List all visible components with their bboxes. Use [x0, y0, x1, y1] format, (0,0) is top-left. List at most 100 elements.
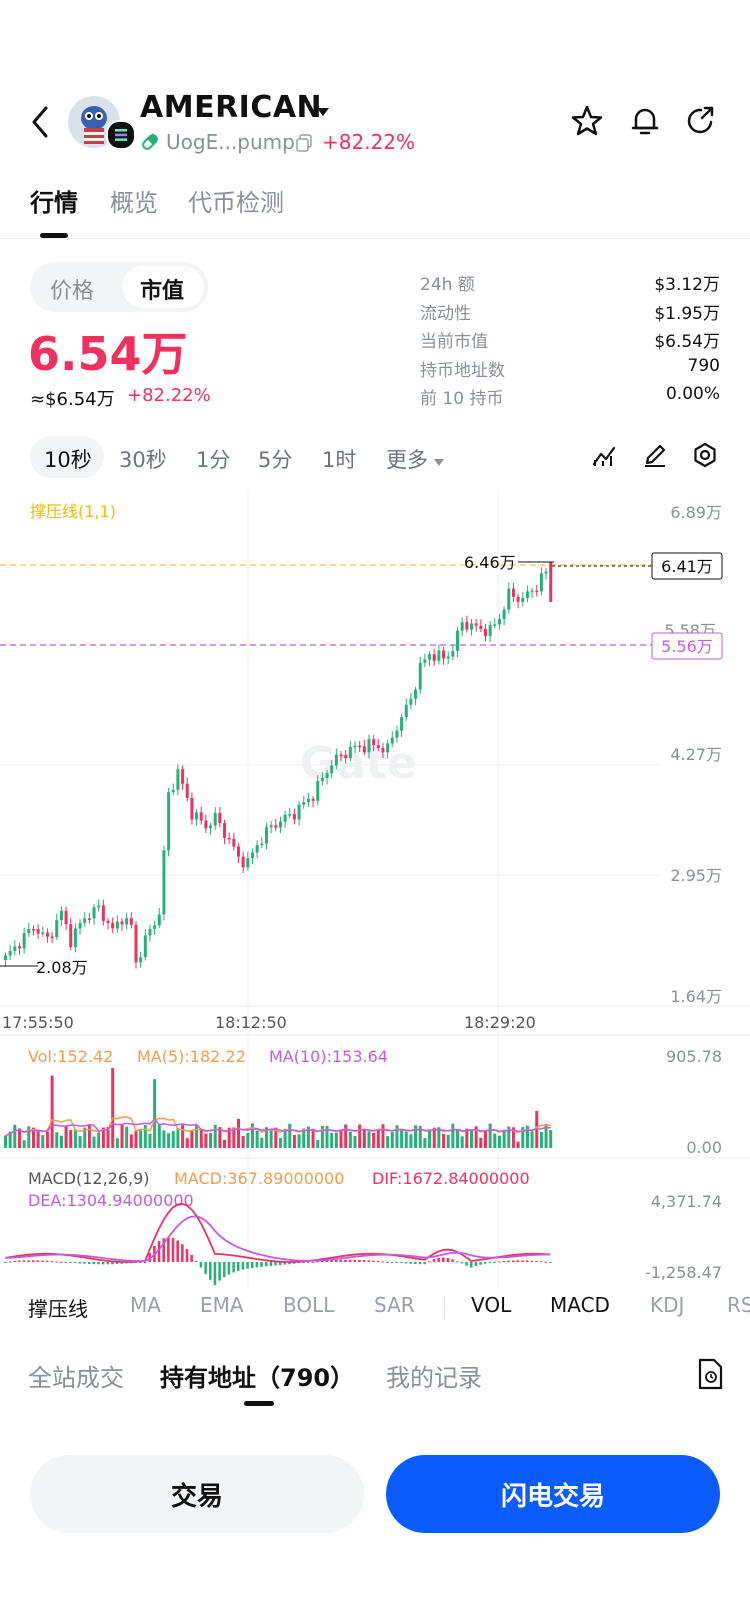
back-icon[interactable] [26, 104, 56, 140]
indicator-ma[interactable]: MA [130, 1293, 161, 1317]
candle-body [250, 852, 254, 859]
candle-body [255, 845, 259, 853]
indicator-boll[interactable]: BOLL [283, 1293, 335, 1317]
holders-tab-indicator [244, 1401, 274, 1406]
flash-trade-button[interactable]: 闪电交易 [386, 1455, 720, 1533]
volume-bar [83, 1127, 87, 1148]
tab-my-records[interactable]: 我的记录 [386, 1364, 482, 1392]
macd-bar [36, 1260, 40, 1262]
trade-button[interactable]: 交易 [30, 1455, 364, 1533]
dropdown-caret-icon[interactable] [316, 102, 330, 121]
candle-body [264, 827, 268, 844]
macd-bar [218, 1262, 221, 1281]
volume-bar [241, 1135, 245, 1148]
macd-bar [446, 1258, 450, 1262]
volume-bar [451, 1123, 455, 1148]
volume-bar [232, 1127, 236, 1148]
timeframe-10s[interactable]: 10秒 [44, 448, 92, 472]
macd-bar [223, 1262, 226, 1278]
volume-bar [423, 1138, 427, 1148]
candle-body [167, 792, 171, 851]
bell-icon[interactable] [628, 104, 662, 142]
macd-bar [143, 1261, 147, 1263]
candle-body [390, 737, 394, 744]
trade-button-label: 交易 [170, 1481, 223, 1512]
indicator-kdj[interactable]: KDJ [650, 1293, 685, 1317]
volume-bar [223, 1139, 227, 1148]
candle-body [115, 921, 119, 929]
candle-body [97, 905, 101, 908]
share-icon[interactable] [684, 104, 718, 142]
vol-ma5-legend: MA(5):182.22 [137, 1047, 246, 1066]
volume-bar [483, 1130, 487, 1148]
candle-body [549, 562, 553, 602]
macd-bar [148, 1252, 151, 1262]
macd-bar [17, 1260, 21, 1262]
candle-body [190, 797, 194, 820]
macd-bar [516, 1260, 520, 1262]
volume-bar [176, 1128, 180, 1148]
token-name[interactable]: AMERICAN [140, 90, 323, 125]
candle-body [87, 918, 91, 920]
timeframe-5m[interactable]: 5分 [258, 448, 293, 472]
macd-bar [274, 1262, 277, 1266]
volume-bar [325, 1125, 329, 1148]
macd-bar [432, 1259, 436, 1262]
timeframe-30s[interactable]: 30秒 [119, 448, 167, 472]
copy-icon[interactable] [296, 134, 312, 156]
tab-all-trades[interactable]: 全站成交 [28, 1364, 124, 1392]
candle-body [27, 929, 31, 934]
timeframe-1h[interactable]: 1时 [322, 448, 357, 472]
more-caret-icon[interactable] [434, 452, 444, 471]
candle-body [13, 946, 17, 952]
draw-pen-icon[interactable] [642, 442, 668, 472]
indicator-vol[interactable]: VOL [471, 1293, 512, 1317]
tab-token-check[interactable]: 代币检测 [188, 189, 284, 217]
candle-body [45, 932, 49, 937]
candle-body [409, 698, 413, 705]
timeframe-1m[interactable]: 1分 [196, 448, 231, 472]
tab-holders[interactable]: 持有地址（790） [160, 1364, 355, 1392]
timeframe-10s-active[interactable] [30, 436, 104, 478]
volume-bar [143, 1125, 147, 1148]
volume-bar [115, 1138, 119, 1148]
macd-bar [260, 1262, 263, 1267]
star-icon[interactable] [570, 104, 604, 142]
volume-bar [292, 1134, 296, 1148]
tab-overview[interactable]: 概览 [110, 189, 158, 217]
indicator-macd[interactable]: MACD [550, 1293, 610, 1317]
kline-chart[interactable]: Gate 撑压线(1,1) 6.89万 5.58万 4.27万 2.95万 1.… [0, 490, 750, 1290]
stats-panel: 24h 额 $3.12万 流动性 $1.95万 当前市值 $6.54万 持币地址数 79… [420, 270, 720, 413]
macd-bar [418, 1262, 422, 1265]
toggle-mcap[interactable]: 市值 [140, 279, 185, 304]
indicator-rsi[interactable]: RS [727, 1293, 750, 1317]
indicator-toggle-icon[interactable] [592, 444, 618, 472]
divider [0, 238, 750, 239]
volume-bar [428, 1129, 432, 1148]
timeframe-more[interactable]: 更多 [386, 448, 428, 472]
record-file-icon[interactable] [696, 1358, 724, 1394]
macd-bar [176, 1240, 179, 1262]
settings-icon[interactable] [692, 442, 718, 472]
candle-body [195, 812, 199, 820]
macd-bar [479, 1262, 482, 1265]
indicator-sar[interactable]: SAR [374, 1293, 415, 1317]
macd-bar [22, 1260, 26, 1262]
macd-bar [115, 1262, 119, 1265]
candle-body [218, 812, 222, 824]
candle-body [442, 650, 446, 659]
candle-body [223, 823, 227, 838]
macd-bar [316, 1261, 319, 1263]
volume-bar [45, 1131, 49, 1148]
macd-bar [8, 1261, 12, 1263]
macd-bar [470, 1262, 473, 1268]
toggle-mcap-active[interactable] [122, 266, 204, 308]
tab-market[interactable]: 行情 [30, 189, 78, 217]
toggle-price[interactable]: 价格 [50, 279, 95, 304]
volume-bar [250, 1123, 254, 1148]
indicator-ema[interactable]: EMA [200, 1293, 244, 1317]
volume-bar [269, 1129, 273, 1148]
candle-body [353, 745, 357, 748]
indicator-sr[interactable]: 撑压线 [28, 1297, 88, 1321]
volume-bar [330, 1132, 334, 1148]
